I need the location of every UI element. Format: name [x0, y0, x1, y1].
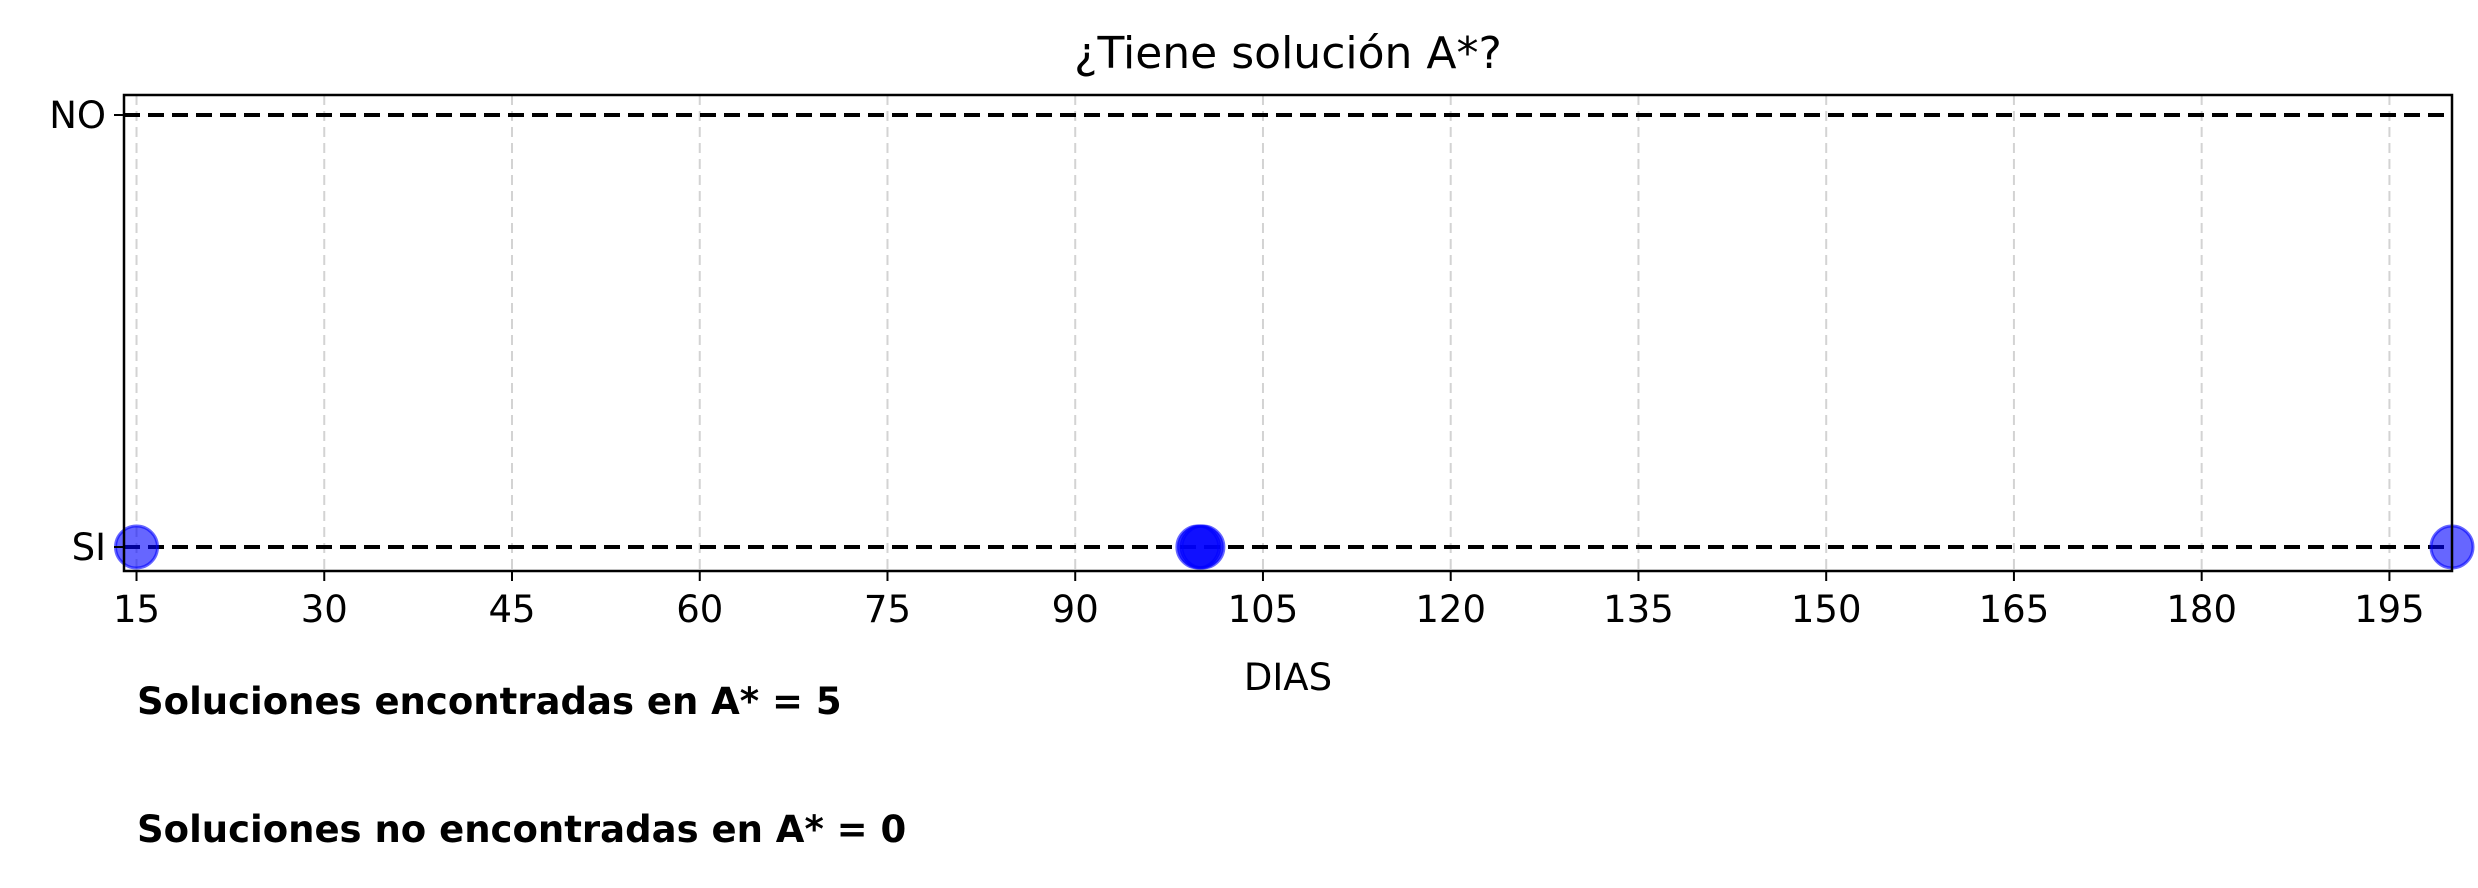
- x-tick-label: 15: [113, 588, 160, 631]
- data-point: [1180, 524, 1226, 570]
- x-tick-label: 135: [1603, 588, 1674, 631]
- x-tick-label: 30: [301, 588, 348, 631]
- x-tick-label: 150: [1791, 588, 1862, 631]
- x-tick-label: 90: [1052, 588, 1099, 631]
- solutions-found-note: Soluciones encontradas en A* = 5: [137, 680, 842, 723]
- x-tick-label: 180: [2166, 588, 2237, 631]
- x-tick-label: 165: [1979, 588, 2050, 631]
- y-tick-label: NO: [49, 94, 106, 137]
- x-tick-label: 75: [864, 588, 911, 631]
- x-tick-label: 120: [1415, 588, 1486, 631]
- x-tick-label: 105: [1228, 588, 1299, 631]
- grid-lines: [135, 95, 2391, 571]
- y-ticks: SI NO: [49, 94, 124, 569]
- x-tick-label: 60: [676, 588, 723, 631]
- chart-title: ¿Tiene solución A*?: [1074, 28, 1502, 79]
- x-tick-label: 45: [488, 588, 535, 631]
- solutions-not-found-note: Soluciones no encontradas en A* = 0: [137, 808, 907, 851]
- y-tick-label: SI: [72, 526, 106, 569]
- x-ticks: 15 30 45 60 75 90 105 120 135 150 165 180 195: [113, 571, 2425, 631]
- x-tick-label: 195: [2354, 588, 2425, 631]
- x-axis-label: DIAS: [1244, 656, 1332, 699]
- plot-frame: [122, 93, 2454, 573]
